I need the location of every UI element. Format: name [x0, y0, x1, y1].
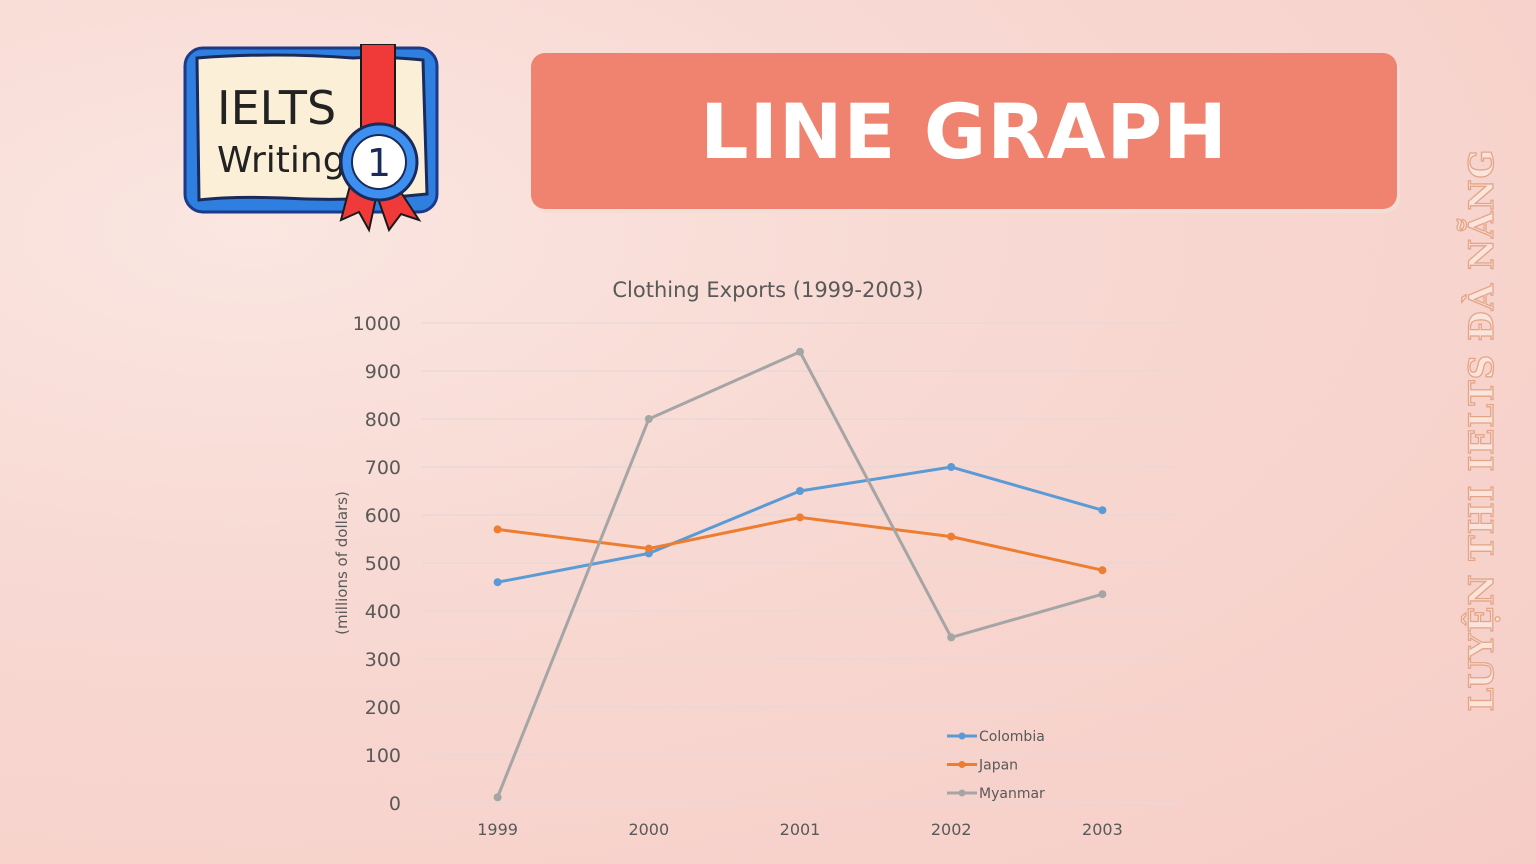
x-tick-label: 2001 — [780, 820, 821, 839]
data-point — [947, 463, 956, 471]
legend-marker — [958, 732, 966, 740]
data-point — [644, 415, 653, 423]
data-point — [644, 544, 653, 553]
title-banner: LINE GRAPH — [531, 53, 1397, 209]
data-point — [796, 487, 804, 495]
data-point — [493, 578, 502, 587]
data-point — [1098, 590, 1107, 599]
data-point — [493, 525, 502, 534]
y-tick-label: 400 — [365, 601, 401, 623]
data-point — [796, 513, 804, 522]
legend-marker — [958, 761, 966, 768]
legend-label: Colombia — [979, 729, 1045, 745]
legend-label: Myanmar — [979, 786, 1045, 802]
banner-title: LINE GRAPH — [700, 86, 1228, 176]
logo-text-ielts: IELTS — [217, 81, 336, 135]
x-tick-label: 2002 — [931, 820, 972, 839]
y-tick-label: 500 — [365, 553, 401, 575]
y-tick-label: 600 — [365, 505, 401, 527]
y-axis-label: (millions of dollars) — [333, 491, 351, 635]
y-tick-label: 700 — [365, 457, 401, 479]
y-tick-label: 1000 — [353, 313, 401, 335]
y-tick-label: 0 — [389, 793, 401, 815]
y-tick-label: 100 — [365, 745, 401, 767]
y-tick-label: 900 — [365, 361, 401, 383]
logo-badge-number: 1 — [367, 141, 391, 185]
data-point — [1098, 566, 1107, 575]
legend-label: Japan — [978, 758, 1018, 774]
data-point — [493, 793, 502, 802]
ielts-writing-logo: IELTS Writing 1 — [183, 43, 439, 234]
series-line-colombia — [497, 465, 1103, 584]
y-tick-label: 300 — [365, 649, 401, 671]
x-tick-label: 2003 — [1082, 820, 1123, 839]
data-point — [1098, 506, 1107, 515]
logo-text-writing: Writing — [217, 140, 346, 181]
chart-title: Clothing Exports (1999-2003) — [612, 278, 923, 302]
legend-marker — [958, 789, 966, 797]
data-point — [947, 532, 956, 541]
data-point — [947, 633, 956, 642]
data-point — [796, 347, 804, 356]
y-tick-label: 800 — [365, 409, 401, 431]
y-tick-label: 200 — [365, 697, 401, 719]
x-tick-label: 2000 — [628, 820, 669, 839]
x-tick-label: 1999 — [477, 820, 518, 839]
